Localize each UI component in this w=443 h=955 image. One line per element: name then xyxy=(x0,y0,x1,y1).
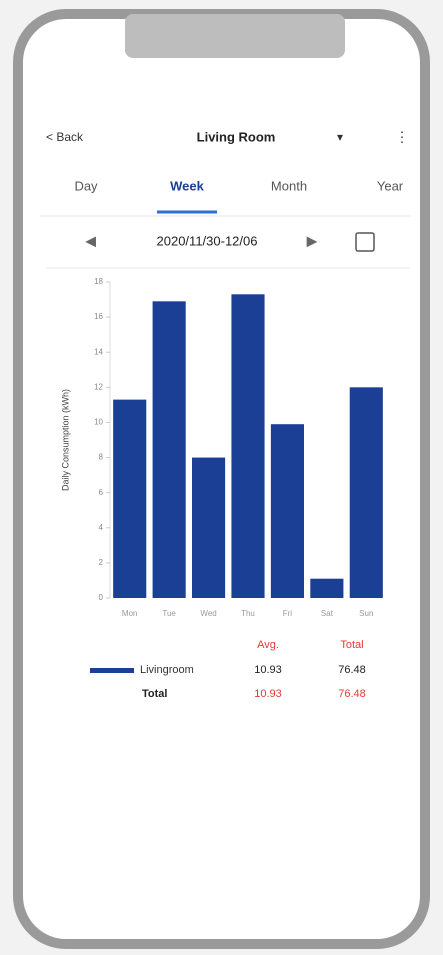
x-tick-label: Sun xyxy=(359,609,373,618)
tab[interactable]: Week xyxy=(170,178,204,193)
bar xyxy=(349,387,383,598)
y-tick-label: 10 xyxy=(94,418,103,427)
legend-swatch xyxy=(90,668,134,673)
tab[interactable]: Year xyxy=(377,178,404,193)
summary-value: 76.48 xyxy=(338,664,366,676)
bar xyxy=(310,578,344,598)
y-tick-label: 18 xyxy=(94,277,103,286)
prev-arrow[interactable]: ◀ xyxy=(85,233,96,249)
back-button[interactable]: < Back xyxy=(46,130,84,144)
y-axis-title: Daily Consumption (kWh) xyxy=(60,389,70,491)
summary-header: Total xyxy=(340,639,363,651)
total-value: 76.48 xyxy=(338,688,366,700)
notch xyxy=(125,14,345,58)
y-tick-label: 2 xyxy=(99,558,104,567)
x-tick-label: Mon xyxy=(122,609,138,618)
tab[interactable]: Day xyxy=(74,178,98,193)
summary-header: Avg. xyxy=(257,639,279,651)
date-range: 2020/11/30-12/06 xyxy=(157,233,258,248)
bar xyxy=(270,424,304,598)
x-tick-label: Fri xyxy=(283,609,293,618)
menu-button[interactable]: ⋮ xyxy=(395,129,409,145)
y-tick-label: 4 xyxy=(99,523,104,532)
x-tick-label: Tue xyxy=(162,609,176,618)
room-dropdown[interactable]: ▾ xyxy=(337,130,343,144)
bar xyxy=(231,294,265,598)
bar xyxy=(152,301,186,598)
total-value: 10.93 xyxy=(254,688,282,700)
y-tick-label: 12 xyxy=(94,382,103,391)
x-tick-label: Wed xyxy=(200,609,216,618)
total-label: Total xyxy=(142,688,167,700)
y-tick-label: 8 xyxy=(99,453,104,462)
tab[interactable]: Month xyxy=(271,178,307,193)
y-tick-label: 16 xyxy=(94,312,103,321)
x-tick-label: Thu xyxy=(241,609,255,618)
bar xyxy=(192,457,226,598)
y-tick-label: 0 xyxy=(99,593,104,602)
legend-label: Livingroom xyxy=(140,664,194,676)
x-tick-label: Sat xyxy=(321,609,334,618)
summary-value: 10.93 xyxy=(254,664,282,676)
room-title: Living Room xyxy=(197,129,276,144)
next-arrow[interactable]: ▶ xyxy=(307,233,318,249)
y-tick-label: 14 xyxy=(94,347,103,356)
calendar-icon[interactable] xyxy=(355,232,375,252)
y-tick-label: 6 xyxy=(99,488,104,497)
bar xyxy=(113,399,147,598)
